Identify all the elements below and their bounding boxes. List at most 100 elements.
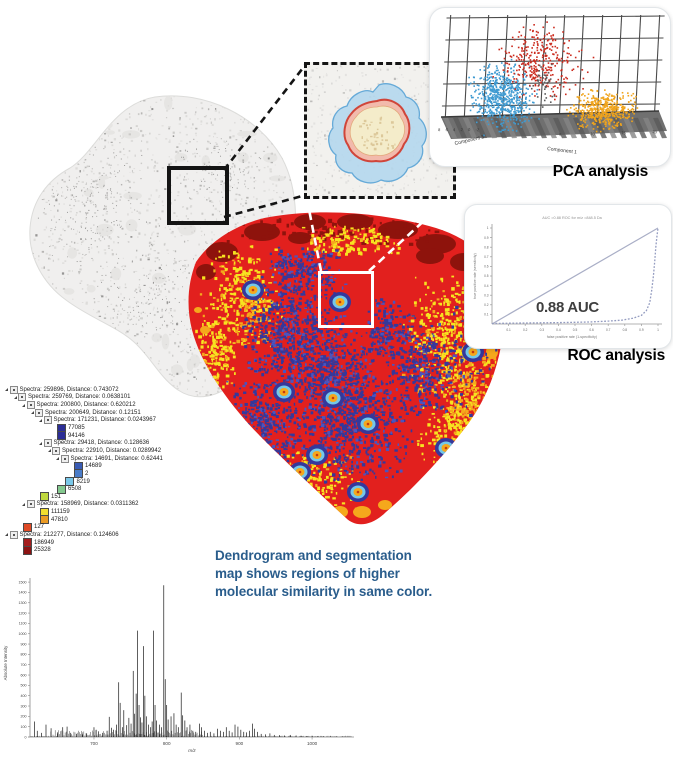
expander-triangle-icon[interactable] [13, 395, 17, 399]
caption-line: Dendrogram and segmentation [215, 548, 412, 563]
dendrogram-row: Spectra: 14691, Distance: 0.62441 [3, 454, 203, 463]
zoom-inset-image [307, 65, 453, 196]
cluster-color-swatch[interactable] [39, 515, 49, 525]
cluster-node-icon[interactable] [35, 408, 43, 417]
cluster-dark [530, 52, 556, 108]
dendrogram-row-label: Spectra: 171231, Distance: 0.0243967 [53, 417, 156, 424]
dendrogram-row: Spectra: 171231, Distance: 0.0243967 [3, 416, 203, 425]
cluster-orange [566, 89, 639, 133]
zoom-inset-box [304, 62, 456, 199]
dendrogram-row: 14689 [3, 461, 203, 471]
roc-curve [491, 227, 659, 325]
cluster-node-icon[interactable] [52, 446, 60, 455]
cluster-node-icon[interactable] [9, 385, 18, 394]
cluster-color-swatch[interactable] [56, 431, 66, 441]
dendrogram-row-label: 6508 [68, 486, 82, 493]
dendrogram-row: 151 [3, 492, 203, 502]
spectrum-axes [28, 578, 354, 738]
dendrogram-row-label: 8219 [76, 478, 90, 485]
roc-analysis-label-strong: ROC [567, 347, 602, 364]
dendrogram-row: Spectra: 29418, Distance: 0.128636 [3, 439, 203, 448]
caption-line: map shows regions of higher [215, 565, 400, 581]
pca-floor [440, 110, 667, 139]
dendrogram-row-label: Spectra: 200649, Distance: 0.12151 [45, 409, 141, 416]
dendrogram-row-label: 127 [34, 524, 45, 531]
cluster-color-swatch[interactable] [56, 484, 66, 494]
dendrogram-row-label: 94146 [68, 432, 85, 439]
cluster-red [492, 21, 595, 101]
cluster-color-swatch[interactable] [22, 522, 32, 532]
white-dashed-connectors [305, 197, 450, 272]
dendrogram-row: 186949 [3, 538, 203, 548]
inset-annotated-region [328, 83, 427, 184]
dendrogram-row-label: Spectra: 14691, Distance: 0.62441 [70, 455, 163, 462]
caption-line: molecular similarity in same color. [215, 583, 433, 599]
dendrogram-row: 94146 [3, 431, 203, 441]
dendrogram-row: Spectra: 259769, Distance: 0.0638101 [3, 393, 203, 402]
expander-triangle-icon[interactable] [56, 457, 59, 461]
cluster-color-swatch[interactable] [39, 492, 49, 502]
dendrogram-row: Spectra: 22910, Distance: 0.0289942 [3, 446, 203, 455]
dendrogram-row-label: 14689 [85, 463, 102, 470]
pca-grid [441, 15, 665, 121]
roc-axes [491, 224, 662, 325]
roc-ticks: 0.1 0.2 0.3 0.4 0.5 0.6 0.7 0.8 0.9 10.10.20.30.4… [473, 226, 659, 339]
expander-triangle-icon[interactable] [30, 411, 34, 415]
dendrogram-row-label: Spectra: 158969, Distance: 0.0311362 [36, 501, 139, 508]
spectrum-peaks [30, 585, 352, 737]
figure-caption: Dendrogram and segmentation map shows re… [215, 547, 445, 601]
roc-analysis-label: ROC analysis [515, 347, 665, 365]
cluster-node-icon[interactable] [9, 531, 18, 539]
cluster-blue [468, 58, 540, 137]
dendrogram-row: Spectra: 200649, Distance: 0.12151 [3, 408, 203, 417]
dendrogram-row: 111159 [3, 507, 203, 517]
expander-triangle-icon[interactable] [39, 441, 42, 445]
segmentation-roi-square [318, 271, 374, 328]
dendrogram-row-label: 2 [85, 470, 89, 477]
dendrogram-row-label: Spectra: 212277, Distance: 0.124606 [19, 531, 119, 538]
expander-triangle-icon[interactable] [39, 418, 42, 422]
dendrogram-row-label: 111159 [51, 509, 70, 516]
dendrogram-tree: Spectra: 259896, Distance: 0.743072 Spect… [3, 385, 203, 555]
pca-card: 8 6 4 2 0 -2 5 10 15 20 Component 3 Component 1 [429, 7, 671, 167]
cluster-node-icon[interactable] [26, 500, 35, 509]
dendrogram-row-label: Spectra: 200800, Distance: 0.620212 [36, 402, 136, 409]
mass-spectrum-plot: 0100200300400500600700800900100011001200… [3, 578, 354, 753]
pca-analysis-label-strong: PCA [552, 163, 585, 180]
expander-triangle-icon[interactable] [22, 502, 25, 506]
roc-analysis-label-rest: analysis [601, 347, 665, 364]
expander-triangle-icon[interactable] [5, 388, 8, 392]
dendrogram-row-label: Spectra: 29418, Distance: 0.128636 [53, 440, 150, 447]
optical-roi-square [167, 166, 229, 225]
dendrogram-row-label: Spectra: 22910, Distance: 0.0289942 [62, 447, 162, 454]
black-dashed-connectors [222, 63, 308, 219]
cluster-node-icon[interactable] [43, 439, 52, 448]
dendrogram-row-label: 25328 [34, 547, 51, 554]
expander-triangle-icon[interactable] [22, 403, 25, 407]
dendrogram-row: Spectra: 200800, Distance: 0.620212 [3, 401, 203, 410]
dendrogram-row: 127 [3, 522, 203, 532]
cluster-color-swatch[interactable] [65, 477, 74, 487]
cluster-node-icon[interactable] [43, 416, 52, 425]
dendrogram-row: 6508 [3, 484, 203, 494]
expander-triangle-icon[interactable] [47, 449, 51, 453]
dendrogram-row: Spectra: 158969, Distance: 0.0311362 [3, 500, 203, 509]
pca-analysis-label-rest: analysis [584, 163, 648, 180]
expander-triangle-icon[interactable] [5, 533, 8, 537]
dendrogram-row: Spectra: 212277, Distance: 0.124606 [3, 531, 203, 539]
dendrogram-row-label: Spectra: 259896, Distance: 0.743072 [19, 386, 119, 393]
cluster-color-swatch[interactable] [22, 545, 32, 555]
cluster-node-icon[interactable] [26, 401, 35, 410]
cluster-color-swatch[interactable] [73, 469, 83, 479]
dendrogram-row-label: 77085 [68, 425, 85, 432]
spectrum-ticks: 0100200300400500600700800900100011001200… [3, 580, 318, 753]
dendrogram-row: Spectra: 259896, Distance: 0.743072 [3, 385, 203, 394]
cluster-node-icon[interactable] [18, 393, 26, 402]
dendrogram-row: 2 [3, 469, 203, 479]
auc-annotation: 0.88 AUC [536, 299, 599, 316]
dendrogram-row: 47810 [3, 515, 203, 525]
dendrogram-row: 8219 [3, 477, 203, 487]
cluster-node-icon[interactable] [60, 454, 69, 463]
